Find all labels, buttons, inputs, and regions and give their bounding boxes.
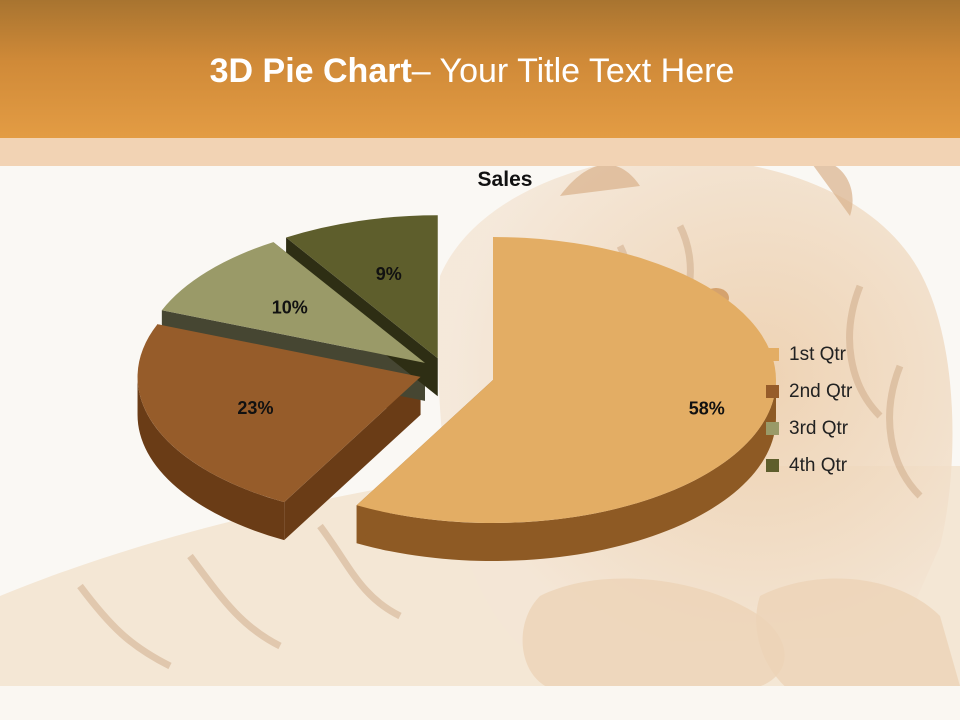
legend-swatch bbox=[766, 459, 779, 472]
legend-swatch bbox=[766, 422, 779, 435]
chart-title: Sales bbox=[477, 168, 533, 191]
legend-item: 4th Qtr bbox=[766, 447, 852, 484]
chart-legend: 1st Qtr 2nd Qtr 3rd Qtr 4th Qtr bbox=[766, 336, 852, 484]
pie-slice-side bbox=[356, 380, 776, 561]
slide-title-rest: – Your Title Text Here bbox=[411, 52, 735, 90]
pie-data-label: 9% bbox=[376, 264, 402, 284]
legend-label: 2nd Qtr bbox=[789, 380, 853, 402]
pie-data-label: 23% bbox=[237, 398, 273, 418]
legend-label: 1st Qtr bbox=[789, 343, 847, 365]
pie-data-label: 10% bbox=[272, 297, 308, 317]
slide-title-bold: 3D Pie Chart bbox=[209, 52, 412, 90]
legend-item: 2nd Qtr bbox=[766, 373, 852, 410]
legend-label: 3rd Qtr bbox=[789, 417, 849, 439]
legend-swatch bbox=[766, 385, 779, 398]
slide-title: 3D Pie Chart– Your Title Text Here bbox=[0, 52, 944, 91]
pie-slice bbox=[356, 237, 777, 523]
title-bar bbox=[0, 0, 960, 138]
legend-item: 3rd Qtr bbox=[766, 410, 852, 447]
pie-slice bbox=[161, 242, 425, 363]
pie-slice bbox=[137, 324, 421, 503]
legend-swatch bbox=[766, 348, 779, 361]
pie-slice-wall bbox=[284, 376, 421, 541]
pie-slice bbox=[286, 215, 438, 359]
legend-label: 4th Qtr bbox=[789, 454, 848, 476]
legend-item: 1st Qtr bbox=[766, 336, 852, 373]
pie-slice-side bbox=[137, 376, 285, 541]
title-band bbox=[0, 138, 960, 166]
pie-data-label: 58% bbox=[689, 399, 725, 419]
